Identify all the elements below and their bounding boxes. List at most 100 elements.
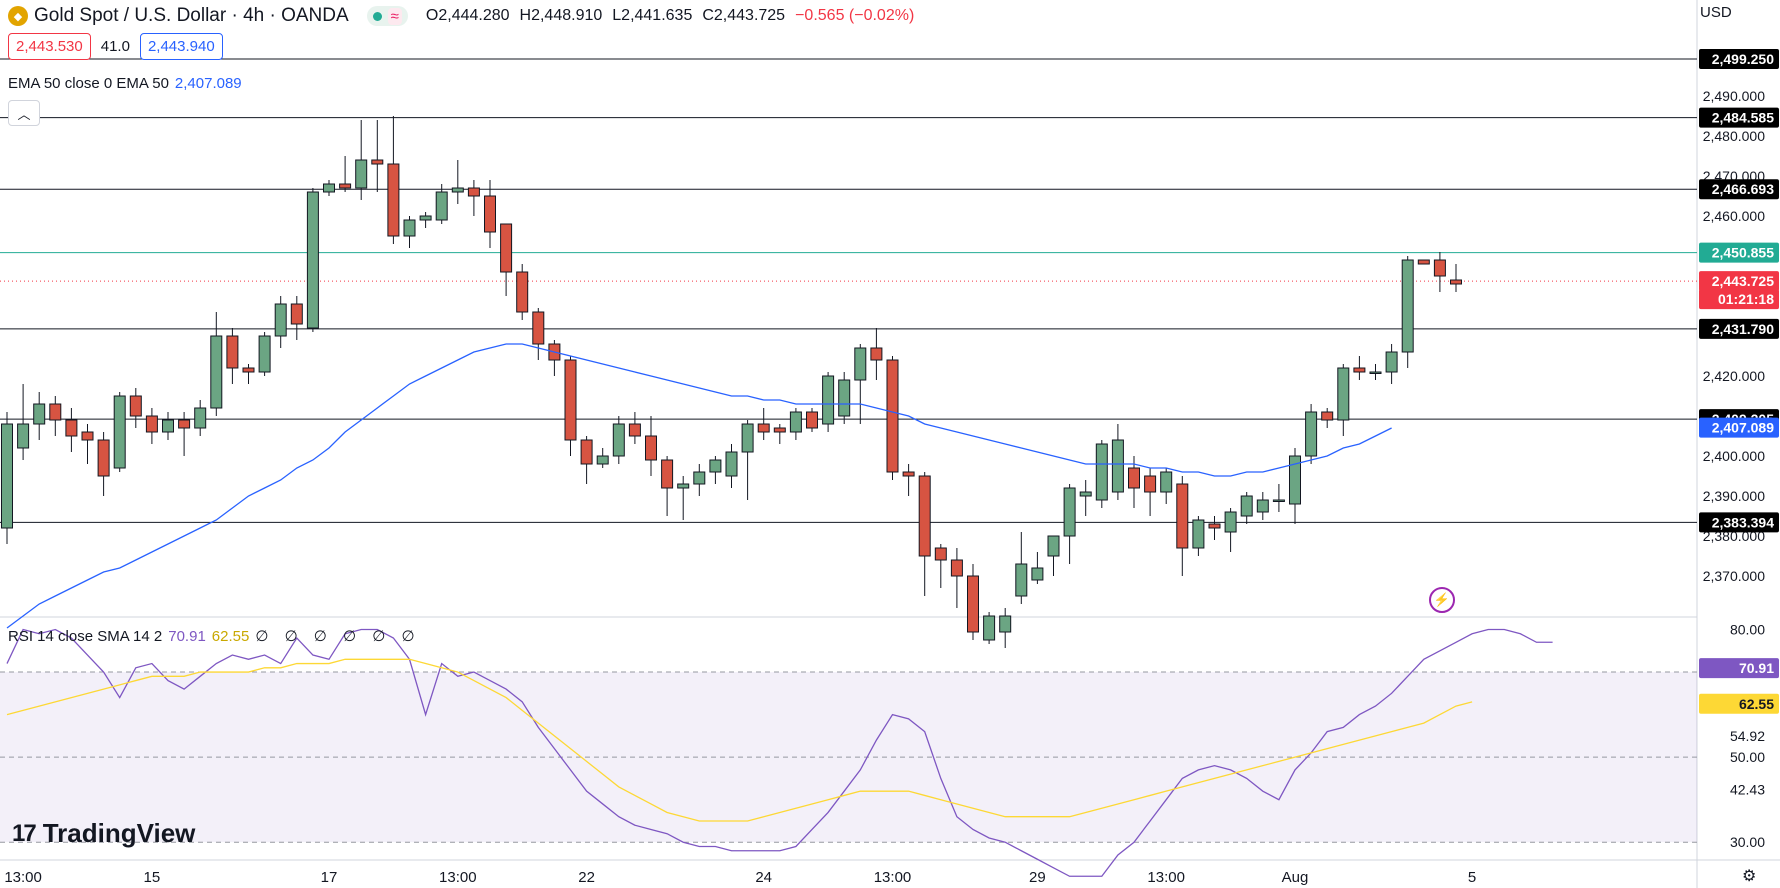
rsi-tick-label: 50.00 <box>1730 749 1765 765</box>
rsi-tick-label: 80.00 <box>1730 622 1765 638</box>
rsi-value-badge: 70.91 <box>1739 660 1774 676</box>
candle-body <box>178 419 191 429</box>
candle-body <box>1015 563 1028 597</box>
currency-selector[interactable]: USD <box>1700 4 1732 21</box>
rsi-tick-label: 54.92 <box>1730 728 1765 744</box>
rsi-value-badge-bg <box>1699 658 1779 679</box>
level-price-badge-bg <box>1699 179 1779 200</box>
level-price-badge: 2,431.790 <box>1712 321 1774 337</box>
high-value: H2,448.910 <box>519 7 603 24</box>
ema-price-badge-bg <box>1699 417 1779 438</box>
candle-body <box>741 423 754 453</box>
lightning-icon[interactable]: ⚡ <box>1429 587 1455 613</box>
candle-body <box>1176 483 1189 549</box>
rsi-legend-label: RSI 14 close SMA 14 2 <box>8 628 163 645</box>
candle-body <box>1095 443 1108 501</box>
ema-legend-label: EMA 50 close 0 EMA 50 <box>8 75 169 92</box>
change-value: −0.565 (−0.02%) <box>795 7 915 24</box>
candle-body <box>403 219 416 237</box>
sell-button[interactable]: 2,443.530 <box>8 33 91 60</box>
rsi-sma-legend-value: 62.55 <box>211 628 250 645</box>
candle-body <box>65 419 78 437</box>
candle-body <box>81 431 94 441</box>
candle-body <box>1047 535 1060 557</box>
candle-body <box>419 215 432 221</box>
time-tick-label: Aug <box>1282 869 1309 886</box>
candle-body <box>950 559 963 577</box>
candle-body <box>838 379 851 417</box>
candle-body <box>983 615 996 641</box>
rsi-legend-placeholders: ∅ ∅ ∅ ∅ ∅ ∅ <box>255 628 421 645</box>
candle-body <box>387 163 400 237</box>
candle-body <box>1353 367 1366 373</box>
candle-body <box>145 415 158 433</box>
candle-body <box>757 423 770 433</box>
price-tick-label: 2,400.000 <box>1703 448 1765 464</box>
candle-body <box>210 335 223 409</box>
level-price-badge-bg <box>1699 318 1779 339</box>
candle-body <box>902 471 915 477</box>
candle-body <box>1224 511 1237 533</box>
time-tick-label: 13:00 <box>4 869 42 886</box>
candle-body <box>967 575 979 633</box>
time-tick-label: 13:00 <box>874 869 912 886</box>
candle-body <box>500 223 513 273</box>
candle-body <box>484 195 496 233</box>
tradingview-logo[interactable]: 17 TradingView <box>12 818 195 849</box>
candle-body <box>709 459 722 473</box>
time-tick-label: 24 <box>755 869 772 886</box>
candle-body <box>564 359 577 441</box>
candle-body <box>934 547 947 561</box>
candle-body <box>339 183 352 189</box>
candle-body <box>162 419 174 433</box>
close-value: C2,443.725 <box>702 7 786 24</box>
candle-body <box>645 435 657 461</box>
candle-body <box>1433 259 1446 277</box>
ema-legend[interactable]: EMA 50 close 0 EMA 50 2,407.089 <box>8 75 242 92</box>
candle-body <box>451 187 464 193</box>
ohlc-values: O2,444.280 H2,448.910 L2,441.635 C2,443.… <box>426 7 914 25</box>
price-tick-label: 2,370.000 <box>1703 568 1765 584</box>
time-tick-label: 13:00 <box>439 869 477 886</box>
level-price-badge: 2,484.585 <box>1712 110 1774 126</box>
tradingview-mark-icon: 17 <box>12 819 37 847</box>
level-price-badge: 2,450.855 <box>1712 245 1774 261</box>
rsi-tick-label: 30.00 <box>1730 834 1765 850</box>
candle-body <box>789 411 802 433</box>
candle-body <box>854 347 867 381</box>
candle-body <box>1192 519 1205 549</box>
candle-body <box>677 483 690 489</box>
candle-body <box>1079 491 1092 497</box>
candle-body <box>1031 567 1044 581</box>
time-tick-label: 13:00 <box>1147 869 1185 886</box>
chevron-up-icon: ︿ <box>17 106 31 122</box>
candle-body <box>97 439 110 477</box>
candle-body <box>49 403 62 421</box>
gear-icon[interactable]: ⚙ <box>1742 868 1757 885</box>
rsi-legend[interactable]: RSI 14 close SMA 14 2 70.91 62.55 ∅ ∅ ∅ ∅ ∅… <box>8 627 421 645</box>
symbol-title[interactable]: Gold Spot / U.S. Dollar · 4h · OANDA <box>34 5 349 26</box>
candle-body <box>113 395 126 469</box>
open-value: O2,444.280 <box>425 7 510 24</box>
candle-body <box>532 311 545 345</box>
rsi-legend-value: 70.91 <box>168 628 206 645</box>
countdown-badge-bg <box>1699 289 1779 310</box>
buy-button[interactable]: 2,443.940 <box>139 33 223 60</box>
ema-line <box>6 343 1392 629</box>
time-tick-label: 17 <box>321 869 338 886</box>
time-tick-label: 5 <box>1468 869 1476 886</box>
candle-body <box>1337 367 1350 421</box>
level-price-badge-bg <box>1699 512 1779 533</box>
rsi-sma-value-badge: 62.55 <box>1739 696 1774 712</box>
rsi-tick-label: 42.43 <box>1730 781 1765 797</box>
candle-body <box>1256 499 1269 513</box>
candle-body <box>628 423 641 437</box>
candle-body <box>1111 439 1124 493</box>
candle-body <box>1305 411 1318 457</box>
candle-body <box>33 403 46 425</box>
collapse-legend-button[interactable]: ︿ <box>8 100 40 126</box>
candle-body <box>886 359 899 473</box>
market-status-pill[interactable]: ≈ <box>366 6 408 26</box>
last-price-badge-bg <box>1699 271 1779 292</box>
